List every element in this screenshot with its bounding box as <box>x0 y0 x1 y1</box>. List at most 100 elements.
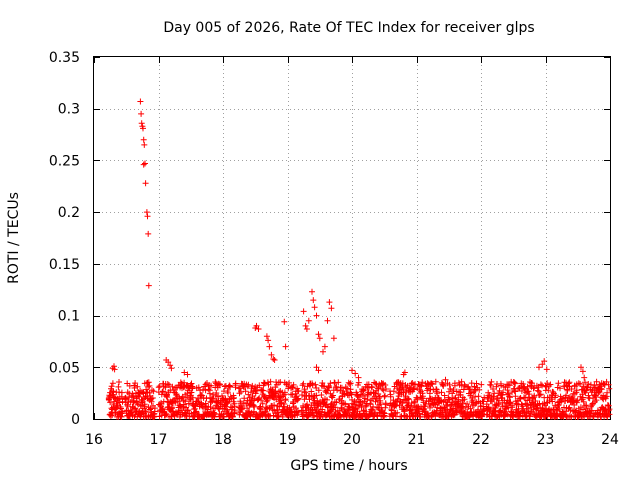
data-point <box>140 136 147 143</box>
data-point <box>552 392 559 399</box>
data-point <box>188 389 195 396</box>
data-point <box>434 404 441 411</box>
data-point <box>475 393 482 400</box>
data-point <box>427 404 433 411</box>
data-point <box>315 331 322 338</box>
data-point <box>504 387 511 394</box>
data-point <box>224 400 231 407</box>
x-tick-label: 20 <box>343 432 361 448</box>
data-point <box>579 368 586 375</box>
data-point <box>509 389 515 396</box>
data-point <box>446 381 453 388</box>
data-point <box>600 380 607 387</box>
data-point <box>275 412 282 419</box>
data-point <box>490 386 496 392</box>
data-point <box>302 322 309 329</box>
data-point <box>367 401 374 408</box>
data-point <box>313 312 320 319</box>
data-point <box>188 380 195 387</box>
data-point <box>159 389 166 395</box>
data-point <box>118 413 125 420</box>
data-point <box>511 387 518 394</box>
data-point <box>301 396 308 403</box>
data-point <box>525 388 532 395</box>
data-point <box>565 380 572 387</box>
data-point <box>405 396 412 403</box>
data-point <box>124 389 131 396</box>
data-point <box>583 387 590 394</box>
y-axis-label: ROTI / TECUs <box>6 192 22 284</box>
data-point <box>225 389 231 396</box>
y-tick-label: 0.35 <box>49 50 80 66</box>
data-point <box>537 391 544 398</box>
data-point <box>461 396 468 403</box>
data-point <box>116 379 122 385</box>
data-point <box>324 317 331 324</box>
data-point <box>115 383 122 390</box>
data-point <box>429 381 436 388</box>
data-point <box>202 381 209 388</box>
data-point <box>505 390 512 397</box>
data-point <box>245 381 252 388</box>
data-point <box>273 396 280 403</box>
data-point <box>430 400 437 407</box>
data-point <box>134 383 141 390</box>
x-tick-label: 21 <box>408 432 426 448</box>
data-point <box>260 387 267 394</box>
x-tick-label: 22 <box>472 432 490 448</box>
data-point <box>333 383 340 390</box>
data-point <box>184 390 191 397</box>
data-point <box>506 393 513 400</box>
x-tick-label: 19 <box>279 432 297 448</box>
data-point <box>213 390 220 396</box>
data-point <box>131 385 138 391</box>
data-point <box>345 403 352 410</box>
data-point <box>606 406 613 413</box>
x-tick-label: 17 <box>150 432 168 448</box>
data-point <box>252 390 259 397</box>
x-tick-label: 24 <box>601 432 619 448</box>
data-point <box>114 402 121 409</box>
data-point <box>574 397 581 404</box>
data-point <box>193 408 200 415</box>
data-point <box>282 343 289 350</box>
data-point <box>354 393 361 400</box>
data-point <box>579 394 586 401</box>
data-point <box>275 409 282 416</box>
data-point <box>299 392 305 398</box>
data-point <box>578 364 584 371</box>
data-point <box>406 384 413 391</box>
data-point <box>460 386 467 393</box>
data-point <box>238 406 245 413</box>
data-point <box>539 382 546 389</box>
data-point <box>267 378 274 385</box>
data-point <box>231 407 238 414</box>
data-point <box>319 380 326 386</box>
tick-labels: 16 17 18 19 20 21 22 23 24 0 0.05 0.1 0.15 0.2 0.25 0.3… <box>49 50 619 448</box>
data-point <box>476 386 483 393</box>
data-point <box>128 409 135 416</box>
data-point <box>187 395 193 402</box>
data-point <box>319 406 326 413</box>
data-point <box>312 381 319 388</box>
data-point <box>145 379 152 386</box>
data-point <box>504 381 511 388</box>
data-point <box>424 410 431 417</box>
data-point <box>381 393 388 400</box>
data-point <box>568 386 575 392</box>
data-point <box>145 383 152 390</box>
data-point <box>368 383 375 390</box>
data-point <box>455 398 462 405</box>
data-point <box>553 406 560 413</box>
data-point <box>331 380 338 386</box>
data-points <box>105 98 613 420</box>
data-point <box>333 399 340 406</box>
data-point <box>185 407 191 414</box>
data-point <box>320 348 326 355</box>
data-point <box>577 381 584 387</box>
data-point <box>138 120 145 127</box>
data-point <box>440 383 447 389</box>
data-point <box>143 209 150 216</box>
chart-title: Day 005 of 2026, Rate Of TEC Index for r… <box>163 20 534 36</box>
data-point <box>543 383 550 390</box>
